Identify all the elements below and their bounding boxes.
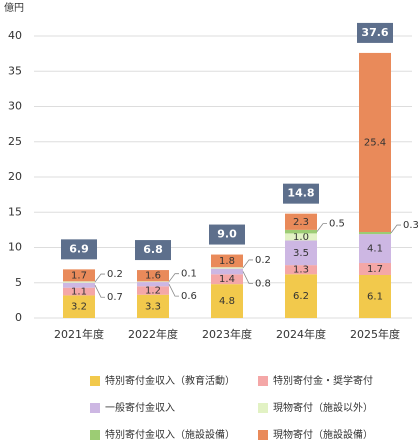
total-label: 6.9 bbox=[69, 242, 89, 255]
total-label: 6.8 bbox=[143, 243, 163, 256]
segment-label: 0.2 bbox=[107, 269, 123, 280]
y-tick-label: 15 bbox=[8, 205, 22, 218]
bar-segment bbox=[63, 295, 95, 318]
bar-segment bbox=[359, 274, 391, 318]
bar-segment bbox=[285, 233, 317, 241]
legend-swatch bbox=[90, 376, 100, 386]
total-box bbox=[283, 183, 319, 204]
legend-swatch bbox=[90, 430, 100, 440]
segment-label: 1.0 bbox=[293, 232, 309, 243]
segment-label: 1.4 bbox=[219, 274, 235, 285]
segment-label: 1.7 bbox=[71, 270, 87, 281]
bar-segment bbox=[359, 234, 391, 264]
bar-segment bbox=[63, 269, 95, 282]
bar-segment bbox=[63, 281, 95, 283]
leader-line bbox=[316, 223, 327, 232]
legend-label: 一般寄付金収入 bbox=[105, 401, 175, 414]
legend-swatch bbox=[258, 403, 268, 413]
segment-label: 3.3 bbox=[145, 301, 161, 312]
segment-label: 1.8 bbox=[219, 256, 235, 267]
segment-label: 1.6 bbox=[145, 271, 161, 282]
segment-label: 0.7 bbox=[107, 292, 123, 303]
bar-segment bbox=[137, 281, 169, 283]
segment-label: 2.3 bbox=[293, 217, 309, 228]
total-box bbox=[209, 224, 245, 245]
segment-label: 6.2 bbox=[293, 291, 309, 302]
y-unit: 億円 bbox=[4, 1, 24, 14]
bar-segment bbox=[137, 294, 169, 318]
bar-segment bbox=[285, 240, 317, 266]
leader-line bbox=[168, 273, 179, 282]
bar-segment bbox=[137, 282, 169, 287]
segment-label: 1.3 bbox=[293, 265, 309, 276]
bar-segment bbox=[285, 274, 317, 318]
bar-segment bbox=[211, 267, 243, 269]
segment-label: 0.1 bbox=[181, 269, 197, 280]
bar-segment bbox=[137, 270, 169, 282]
total-label: 37.6 bbox=[361, 26, 388, 39]
bar-segment bbox=[63, 287, 95, 296]
bar-segment bbox=[359, 263, 391, 275]
legend-label: 現物寄付（施設設備） bbox=[273, 428, 373, 441]
y-tick-label: 30 bbox=[8, 100, 22, 113]
segment-label: 1.2 bbox=[145, 286, 161, 297]
y-tick-label: 25 bbox=[8, 135, 22, 148]
bar-segment bbox=[63, 282, 95, 288]
x-tick-label: 2022年度 bbox=[128, 327, 178, 341]
segment-label: 0.5 bbox=[329, 219, 345, 230]
bar-segment bbox=[211, 284, 243, 318]
y-tick-label: 10 bbox=[8, 241, 22, 254]
total-box bbox=[357, 22, 393, 43]
segment-label: 3.5 bbox=[293, 248, 309, 259]
total-box bbox=[135, 240, 171, 261]
segment-label: 1.7 bbox=[367, 264, 383, 275]
total-label: 9.0 bbox=[217, 228, 237, 241]
segment-label: 0.8 bbox=[255, 278, 271, 289]
bar-segment bbox=[359, 231, 391, 235]
leader-line bbox=[242, 271, 253, 284]
y-tick-label: 0 bbox=[15, 311, 22, 324]
legend-swatch bbox=[258, 430, 268, 440]
bar-segment bbox=[137, 286, 169, 295]
bar-segment bbox=[211, 268, 243, 275]
segment-label: 3.2 bbox=[71, 302, 87, 313]
legend-label: 特別寄付金収入（教育活動） bbox=[105, 374, 235, 387]
legend-swatch bbox=[90, 403, 100, 413]
leader-line bbox=[390, 224, 401, 234]
total-box bbox=[61, 239, 97, 260]
segment-label: 0.3 bbox=[403, 220, 418, 231]
bar-segment bbox=[211, 254, 243, 268]
segment-label: 25.4 bbox=[364, 137, 386, 148]
y-tick-label: 35 bbox=[8, 64, 22, 77]
segment-label: 4.1 bbox=[367, 244, 383, 255]
leader-line bbox=[94, 273, 105, 283]
legend-label: 現物寄付（施設以外） bbox=[273, 401, 373, 414]
leader-line bbox=[242, 259, 253, 269]
segment-label: 0.2 bbox=[255, 255, 271, 266]
segment-label: 4.8 bbox=[219, 296, 235, 307]
legend-swatch bbox=[258, 376, 268, 386]
segment-label: 1.1 bbox=[71, 287, 87, 298]
bar-segment bbox=[285, 229, 317, 234]
bar-segment bbox=[359, 52, 391, 232]
x-tick-label: 2021年度 bbox=[54, 327, 104, 341]
y-tick-label: 5 bbox=[15, 276, 22, 289]
segment-label: 6.1 bbox=[367, 291, 383, 302]
y-tick-label: 20 bbox=[8, 170, 22, 183]
bar-segment bbox=[285, 265, 317, 275]
bar-segment bbox=[285, 213, 317, 230]
x-tick-label: 2023年度 bbox=[202, 327, 252, 341]
x-tick-label: 2025年度 bbox=[350, 327, 400, 341]
total-label: 14.8 bbox=[287, 187, 314, 200]
legend-label: 特別寄付金収入（施設設備） bbox=[105, 428, 235, 441]
legend-label: 特別寄付金・奨学寄付 bbox=[273, 374, 373, 387]
bar-segment bbox=[211, 274, 243, 285]
segment-label: 0.6 bbox=[181, 291, 197, 302]
leader-line bbox=[94, 285, 105, 298]
leader-line bbox=[168, 283, 179, 297]
y-tick-label: 40 bbox=[8, 29, 22, 42]
x-tick-label: 2024年度 bbox=[276, 327, 326, 341]
